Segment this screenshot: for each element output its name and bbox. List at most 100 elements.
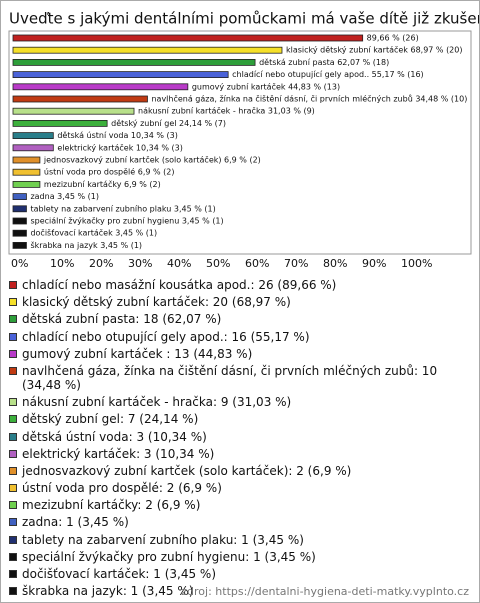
x-tick-label: 0%: [11, 257, 28, 270]
x-tick-label: 20%: [89, 257, 113, 270]
legend-item: nákusní zubní kartáček - hračka: 9 (31,0…: [9, 395, 464, 409]
legend-item: tablety na zabarvení zubního plaku: 1 (3…: [9, 533, 464, 547]
legend-swatch: [9, 398, 17, 407]
legend-swatch: [9, 415, 17, 424]
x-tick-label: 90%: [362, 257, 386, 270]
legend-label: navlhčená gáza, žínka na čištění dásní, …: [22, 363, 438, 392]
legend-item: dětský zubní gel: 7 (24,14 %): [9, 412, 464, 426]
x-tick-label: 80%: [323, 257, 347, 270]
bar-label: gumový zubní kartáček 44,83 % (13): [192, 81, 340, 91]
legend-label: dětský zubní gel: 7 (24,14 %): [22, 412, 199, 427]
plot-frame: [8, 30, 472, 255]
legend-swatch: [9, 332, 17, 341]
bar-label: dětský zubní gel 24,14 % (7): [111, 119, 226, 128]
bar: [12, 107, 135, 115]
legend-label: škrabka na jazyk: 1 (3,45 %): [22, 584, 194, 599]
bar: [12, 156, 41, 164]
legend-item: elektrický kartáček: 3 (10,34 %): [9, 447, 464, 461]
legend-item: zadna: 1 (3,45 %): [9, 515, 464, 529]
legend-label: mezizubní kartáčky: 2 (6,9 %): [22, 498, 201, 513]
legend-swatch: [9, 466, 17, 475]
bar: [12, 120, 108, 127]
bar: [12, 205, 27, 213]
legend-label: klasický dětský zubní kartáček: 20 (68,9…: [22, 295, 291, 310]
legend-item: dočišťovací kartáček: 1 (3,45 %): [9, 567, 464, 581]
legend-swatch: [9, 281, 17, 289]
bar: [12, 193, 27, 201]
bar: [12, 229, 27, 237]
legend-label: nákusní zubní kartáček - hračka: 9 (31,0…: [22, 395, 292, 410]
bar-label: navlhčená gáza, žínka na čištění dásní, …: [151, 94, 467, 104]
legend-label: dětská ústní voda: 3 (10,34 %): [22, 429, 207, 444]
legend-label: tablety na zabarvení zubního plaku: 1 (3…: [22, 532, 304, 547]
legend-label: gumový zubní kartáček : 13 (44,83 %): [22, 346, 253, 361]
legend-swatch: [9, 484, 17, 493]
chart: Uveďte s jakými dentálními pomůckami má …: [8, 10, 479, 270]
legend-item: jednosvazkový zubní kartček (solo kartáč…: [9, 464, 464, 478]
bar-label: speciální žvýkačky pro zubní hygienu 3,4…: [30, 216, 223, 226]
bar-label: dětská zubní pasta 62,07 % (18): [259, 58, 389, 67]
legend-item: chladící nebo otupující gely apod.: 16 (…: [9, 330, 464, 344]
bar-label: škrabka na jazyk 3,45 % (1): [30, 240, 142, 250]
legend-item: škrabka na jazyk: 1 (3,45 %): [9, 584, 464, 598]
legend-item: dětská ústní voda: 3 (10,34 %): [9, 430, 464, 444]
bar: [12, 217, 27, 225]
chart-title: Uveďte s jakými dentálními pomůckami má …: [9, 10, 479, 28]
bar: [12, 241, 27, 249]
bar: [12, 59, 256, 66]
legend-item: chladící nebo masážní kousátka apod.: 26…: [9, 278, 464, 292]
legend-item: speciální žvýkačky pro zubní hygienu: 1 …: [9, 550, 464, 564]
legend-swatch: [9, 587, 17, 596]
bar-label: 89,66 % (26): [367, 34, 419, 43]
legend-item: ústní voda pro dospělé: 2 (6,9 %): [9, 481, 464, 495]
x-tick-label: 10%: [50, 257, 74, 270]
legend-label: jednosvazkový zubní kartček (solo kartáč…: [22, 463, 352, 478]
legend-label: dětská zubní pasta: 18 (62,07 %): [22, 312, 222, 327]
legend-label: ústní voda pro dospělé: 2 (6,9 %): [22, 481, 222, 496]
bar: [12, 83, 189, 91]
bar-label: ústní voda pro dospělé 6,9 % (2): [44, 167, 175, 177]
bar-label: dětská ústní voda 10,34 % (3): [57, 131, 178, 140]
legend-item: navlhčená gáza, žínka na čištění dásní, …: [9, 364, 464, 392]
legend-item: mezizubní kartáčky: 2 (6,9 %): [9, 498, 464, 512]
x-tick-label: 50%: [206, 257, 230, 270]
x-tick-label: 30%: [128, 257, 152, 270]
legend-swatch: [9, 432, 17, 441]
bar: [12, 180, 41, 188]
source: zdroj: https://dentalni-hygiena-deti-mat…: [181, 585, 469, 598]
bar-label: mezizubní kartáčky 6,9 % (2): [44, 179, 161, 189]
legend-swatch: [9, 501, 17, 510]
legend-swatch: [9, 518, 17, 527]
legend-label: chladící nebo otupující gely apod.: 16 (…: [22, 329, 310, 344]
legend-swatch: [9, 449, 17, 458]
legend-swatch: [9, 298, 17, 307]
bar: [12, 144, 54, 152]
bar-label: tablety na zabarvení zubního plaku 3,45 …: [30, 204, 215, 213]
legend-swatch: [9, 570, 17, 578]
bar-label: klasický dětský zubní kartáček 68,97 % (…: [286, 45, 463, 55]
legend: chladící nebo masážní kousátka apod.: 26…: [9, 278, 464, 601]
bar: [12, 168, 41, 176]
legend-swatch: [9, 315, 17, 324]
bar-label: jednosvazkový zubní kartček (solo kartáč…: [43, 155, 261, 165]
legend-label: chladící nebo masážní kousátka apod.: 26…: [22, 278, 337, 292]
bar-label: zadna 3,45 % (1): [30, 192, 99, 201]
x-tick-label: 60%: [245, 257, 269, 270]
bar-label: chladící nebo otupující gely apod.. 55,1…: [232, 70, 424, 79]
bar: [12, 71, 229, 78]
x-tick-label: 40%: [167, 257, 191, 270]
legend-item: dětská zubní pasta: 18 (62,07 %): [9, 312, 464, 326]
bar: [12, 46, 283, 54]
legend-swatch: [9, 535, 17, 544]
x-tick-label: 70%: [284, 257, 308, 270]
legend-item: klasický dětský zubní kartáček: 20 (68,9…: [9, 295, 464, 309]
legend-swatch: [9, 349, 17, 358]
legend-item: gumový zubní kartáček : 13 (44,83 %): [9, 347, 464, 361]
legend-label: zadna: 1 (3,45 %): [22, 515, 129, 530]
legend-label: speciální žvýkačky pro zubní hygienu: 1 …: [22, 549, 316, 564]
bar: [12, 95, 148, 103]
bar-label: nákusní zubní kartáček - hračka 31,03 % …: [138, 106, 315, 116]
bar-label: elektrický kartáček 10,34 % (3): [57, 142, 183, 152]
bar-label: dočišťovací kartáček 3,45 % (1): [30, 228, 157, 238]
